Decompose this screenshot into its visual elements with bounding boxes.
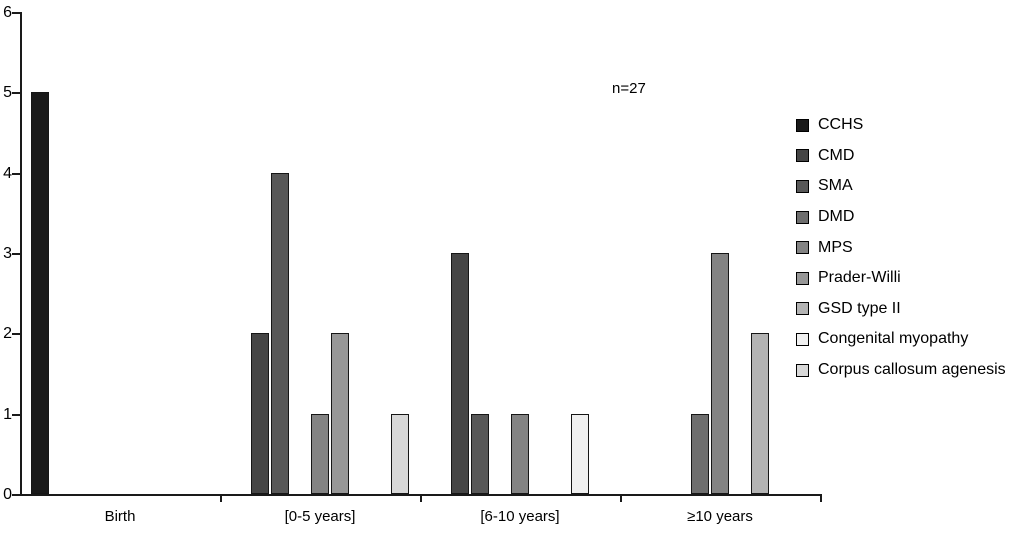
y-axis-tick-label: 6 [3,4,12,21]
legend-item-cmd: CMD [796,141,1006,172]
y-axis-tick-label: 1 [3,405,12,423]
legend-item-gsd-type-ii: GSD type II [796,294,1006,325]
bar-cmd-0-5-years [251,333,269,494]
legend-item-sma: SMA [796,171,1006,202]
legend-item-congenital-myopathy: Congenital myopathy [796,324,1006,355]
legend-swatch-prader-willi [796,271,809,285]
legend-label: DMD [818,208,855,226]
y-axis-tick [12,333,20,336]
x-axis-tick [620,496,622,502]
y-axis [20,12,22,496]
bar-mps-10-years [711,253,729,494]
bar-gsd-type-ii-10-years [751,333,769,494]
bar-sma-0-5-years [271,172,289,494]
y-axis-tick [12,413,20,416]
y-axis-tick [12,12,20,14]
y-axis-tick [12,92,20,95]
legend-swatch-mps [796,241,809,255]
bar-cchs-birth [31,92,49,494]
bar-sma-6-10-years [471,413,489,494]
bar-mps-0-5-years [311,413,329,494]
legend-label: CMD [818,146,855,164]
y-axis-tick-label: 3 [3,245,12,262]
x-axis [20,494,822,496]
legend-label: Prader-Willi [818,269,901,287]
legend: CCHS CMD SMA DMD MPS Prader-Willi GSD type II C… [796,110,1006,385]
y-axis-tick-label: 4 [3,164,12,182]
legend-swatch-congenital-myopathy [796,332,809,346]
legend-swatch-cmd [796,149,809,163]
legend-label: SMA [818,177,853,195]
y-axis-tick [12,494,20,496]
bar-corpus-callosum-agenesis-0-5-years [391,413,409,494]
y-axis-tick [12,253,20,255]
bar-cmd-6-10-years [451,253,469,494]
legend-label: MPS [818,238,853,256]
x-axis-tick [820,496,822,502]
y-axis-tick-label: 0 [3,486,12,503]
legend-swatch-gsd-type-ii [796,302,809,316]
legend-item-cchs: CCHS [796,110,1006,141]
bar-congenital-myopathy-6-10-years [571,413,589,494]
y-axis-tick-label: 2 [3,325,12,343]
x-category-label-6-10-years: [6-10 years] [480,508,560,525]
legend-item-dmd: DMD [796,202,1006,233]
y-axis-tick-label: 5 [3,84,12,102]
x-axis-tick [420,496,422,502]
legend-item-corpus-callosum-agenesis: Corpus callosum agenesis [796,355,1006,386]
bar-mps-6-10-years [511,413,529,494]
legend-item-prader-willi: Prader-Willi [796,263,1006,294]
legend-swatch-sma [796,179,809,193]
legend-swatch-corpus-callosum-agenesis [796,363,809,377]
bar-prader-willi-0-5-years [331,333,349,494]
x-category-label-0-5-years: [0-5 years] [284,508,356,525]
legend-item-mps: MPS [796,232,1006,263]
x-category-label-birth: Birth [104,508,136,525]
bar-dmd-10-years [691,413,709,494]
y-axis-tick [12,172,20,175]
sample-size-annotation: n=27 [612,80,646,97]
legend-label: Corpus callosum agenesis [818,361,1006,379]
legend-label: GSD type II [818,299,901,317]
x-axis-tick [220,496,222,502]
x-category-label-10-years: ≥10 years [687,508,753,525]
legend-label: CCHS [818,116,864,134]
legend-swatch-cchs [796,118,809,132]
legend-swatch-dmd [796,210,809,224]
legend-label: Congenital myopathy [818,330,969,348]
